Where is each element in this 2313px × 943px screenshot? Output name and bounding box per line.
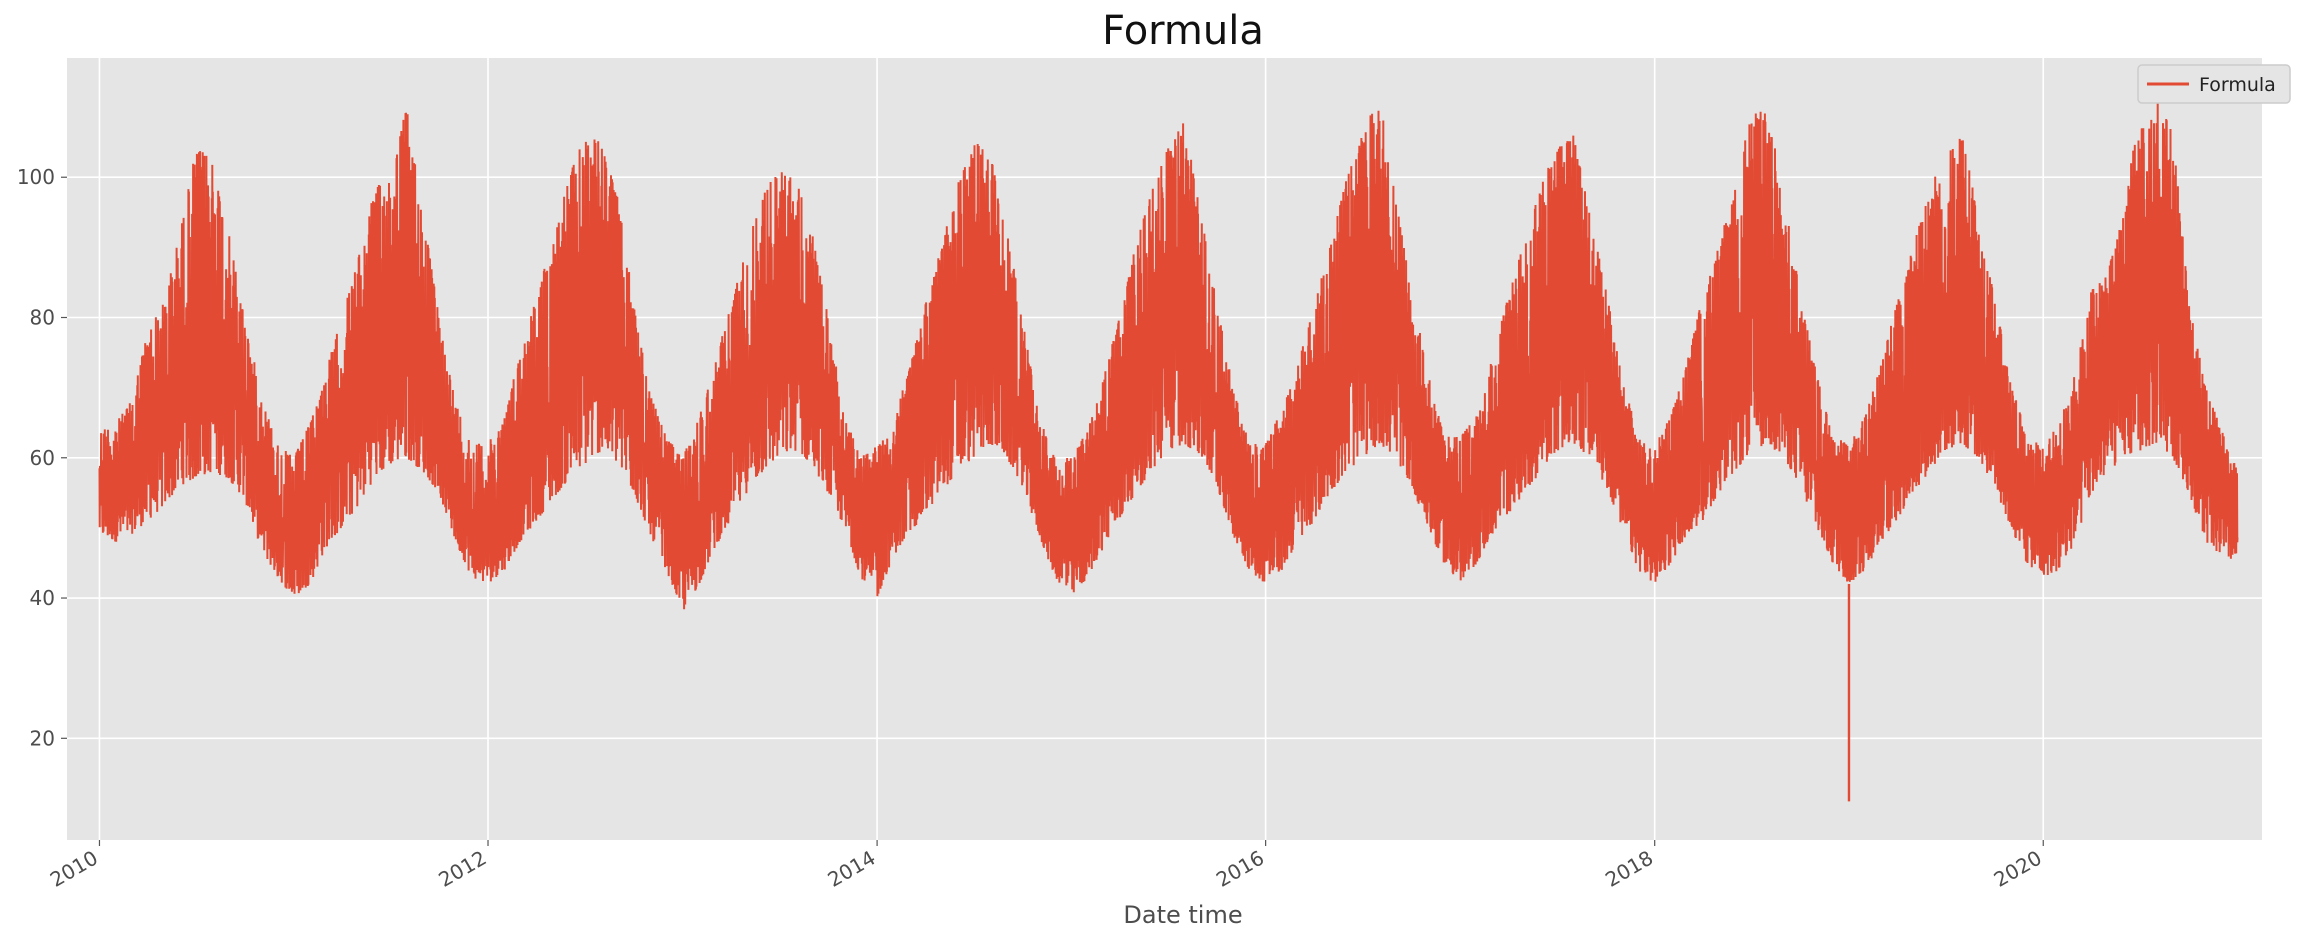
y-tick-label: 60 <box>30 446 55 470</box>
y-tick-label: 100 <box>17 165 55 189</box>
x-tick-label: 2016 <box>1212 846 1268 892</box>
x-axis-label: Date time <box>1123 901 1242 929</box>
x-tick-label: 2010 <box>46 846 102 892</box>
x-tick-label: 2014 <box>823 846 879 892</box>
chart-title: Formula <box>1102 8 1264 54</box>
series-layer <box>98 91 2239 802</box>
y-tick-label: 40 <box>30 586 55 610</box>
legend-label: Formula <box>2199 74 2276 96</box>
x-tick-label: 2020 <box>1990 846 2046 892</box>
legend-box <box>2137 64 2291 104</box>
legend: Formula <box>2137 64 2291 104</box>
y-tick-label: 20 <box>30 726 55 750</box>
x-tick-label: 2012 <box>434 846 490 892</box>
x-tick-label: 2018 <box>1601 846 1657 892</box>
series-line <box>98 91 2239 610</box>
y-tick-label: 80 <box>30 305 55 329</box>
